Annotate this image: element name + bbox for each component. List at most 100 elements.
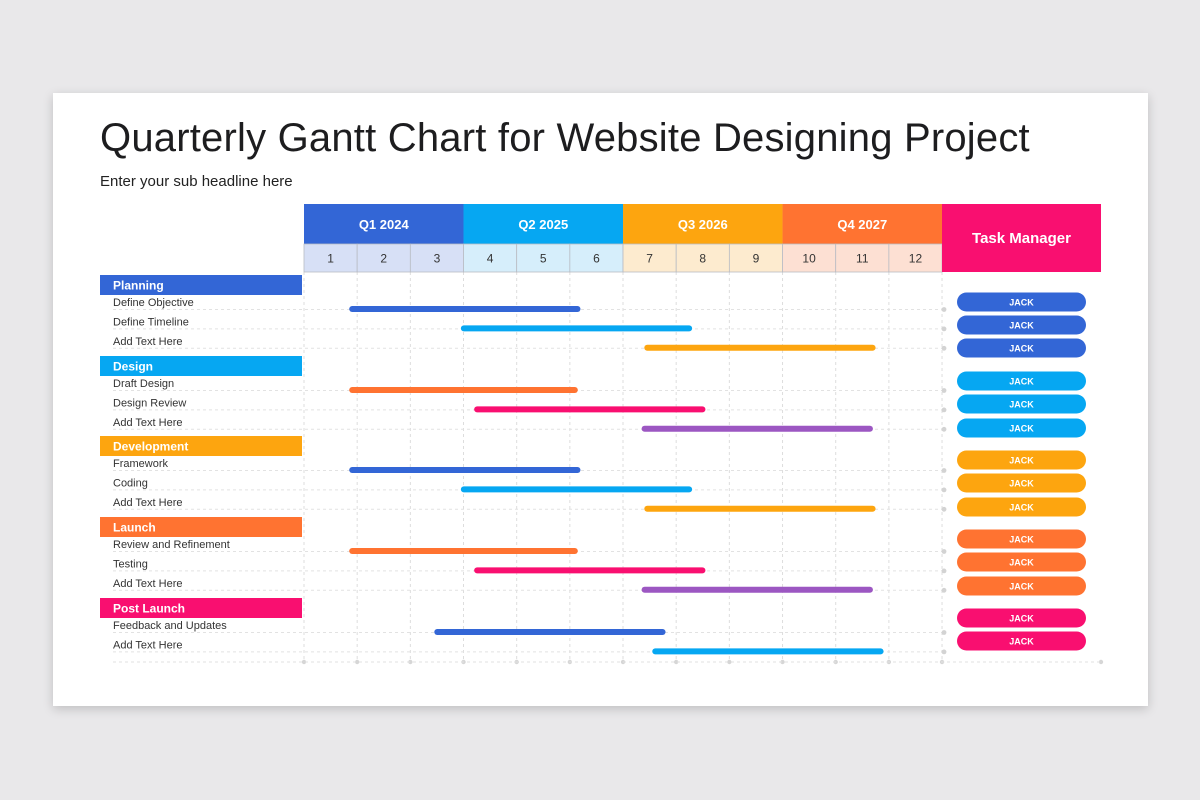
task-bar: [460, 325, 693, 332]
manager-pill: [957, 631, 1086, 651]
manager-pill: [957, 473, 1086, 493]
manager-pill: [957, 371, 1086, 391]
quarter-header: [782, 204, 943, 244]
task-bar: [349, 548, 578, 554]
manager-pill: [957, 529, 1086, 549]
page-title: Quarterly Gantt Chart for Website Design…: [100, 116, 1030, 160]
row-dot: [941, 468, 947, 473]
month-label: 5: [540, 252, 547, 266]
manager-label: JACK: [1009, 534, 1034, 544]
month-label: 3: [434, 252, 441, 266]
group-header: [100, 356, 302, 376]
task-label: Define Objective: [113, 297, 194, 309]
task-bar: [641, 425, 873, 432]
month-label: 1: [327, 252, 334, 266]
task-manager-label: Task Manager: [972, 230, 1071, 247]
manager-pill: [957, 608, 1086, 628]
task-bar: [460, 486, 693, 493]
grid-dot: [354, 659, 360, 665]
group-label: Planning: [113, 279, 164, 293]
row-dot: [941, 426, 947, 432]
manager-pill: [957, 418, 1086, 438]
quarter-label: Q3 2026: [678, 217, 728, 232]
group-header: [100, 436, 302, 456]
quarter-label: Q2 2025: [518, 217, 568, 232]
group-label: Development: [113, 440, 188, 454]
task-label: Define Timeline: [113, 316, 189, 328]
task-bar: [434, 629, 666, 635]
grid-dot: [408, 659, 413, 665]
task-label: Framework: [113, 458, 169, 470]
task-bar: [474, 567, 706, 574]
month-cell: [835, 243, 890, 273]
month-cell: [728, 243, 783, 273]
row-dot: [941, 587, 947, 593]
task-label: Add Text Here: [113, 639, 183, 651]
month-label: 7: [646, 252, 653, 266]
task-bar: [349, 306, 581, 312]
month-cell: [569, 243, 624, 273]
quarter-header: [463, 204, 624, 244]
manager-label: JACK: [1009, 581, 1034, 591]
row-dot: [941, 326, 947, 332]
manager-label: JACK: [1009, 343, 1034, 353]
group-label: Design: [113, 360, 153, 374]
month-cell: [675, 243, 730, 273]
manager-label: JACK: [1009, 557, 1034, 567]
quarter-label: Q1 2024: [359, 217, 410, 232]
task-bar: [644, 344, 876, 351]
manager-pill: [957, 576, 1086, 596]
manager-pill: [957, 315, 1086, 335]
task-bar: [652, 648, 884, 655]
task-label: Review and Refinement: [113, 539, 230, 551]
row-dot: [941, 568, 947, 574]
manager-pill: [957, 292, 1086, 312]
row-dot: [941, 506, 947, 512]
manager-pill: [957, 497, 1086, 517]
month-label: 2: [380, 252, 387, 266]
task-bar: [349, 467, 581, 473]
manager-label: JACK: [1009, 455, 1034, 465]
manager-label: JACK: [1009, 297, 1034, 307]
task-label: Add Text Here: [113, 417, 183, 429]
task-label: Testing: [113, 558, 148, 570]
manager-label: JACK: [1009, 320, 1034, 330]
task-label: Add Text Here: [113, 497, 183, 509]
month-label: 8: [699, 252, 706, 266]
manager-label: JACK: [1009, 423, 1034, 433]
grid-dot: [301, 659, 307, 665]
row-dot: [941, 649, 947, 655]
grid-dot: [673, 659, 679, 665]
manager-label: JACK: [1009, 376, 1034, 386]
group-label: Post Launch: [113, 602, 185, 616]
month-cell: [888, 243, 943, 273]
month-cell: [516, 243, 571, 273]
task-label: Coding: [113, 477, 148, 489]
manager-label: JACK: [1009, 502, 1034, 512]
row-dot: [941, 630, 947, 635]
grid-dot: [780, 659, 785, 665]
row-dot: [941, 307, 947, 312]
group-header: [100, 517, 302, 537]
page-subtitle: Enter your sub headline here: [100, 173, 293, 190]
task-manager-header: [942, 204, 1101, 272]
quarter-label: Q4 2027: [837, 217, 887, 232]
manager-label: JACK: [1009, 613, 1034, 623]
month-label: 6: [593, 252, 600, 266]
row-dot: [941, 388, 947, 393]
row-dot: [941, 487, 947, 493]
month-cell: [303, 243, 358, 273]
task-bar: [644, 505, 876, 512]
month-label: 11: [856, 252, 869, 266]
manager-label: JACK: [1009, 636, 1034, 646]
manager-label: JACK: [1009, 478, 1034, 488]
task-label: Add Text Here: [113, 578, 183, 590]
quarter-header: [623, 204, 783, 244]
manager-pill: [957, 394, 1086, 414]
task-label: Draft Design: [113, 378, 174, 390]
task-bar: [474, 406, 706, 413]
month-cell: [409, 243, 464, 273]
quarter-header: [304, 204, 464, 244]
